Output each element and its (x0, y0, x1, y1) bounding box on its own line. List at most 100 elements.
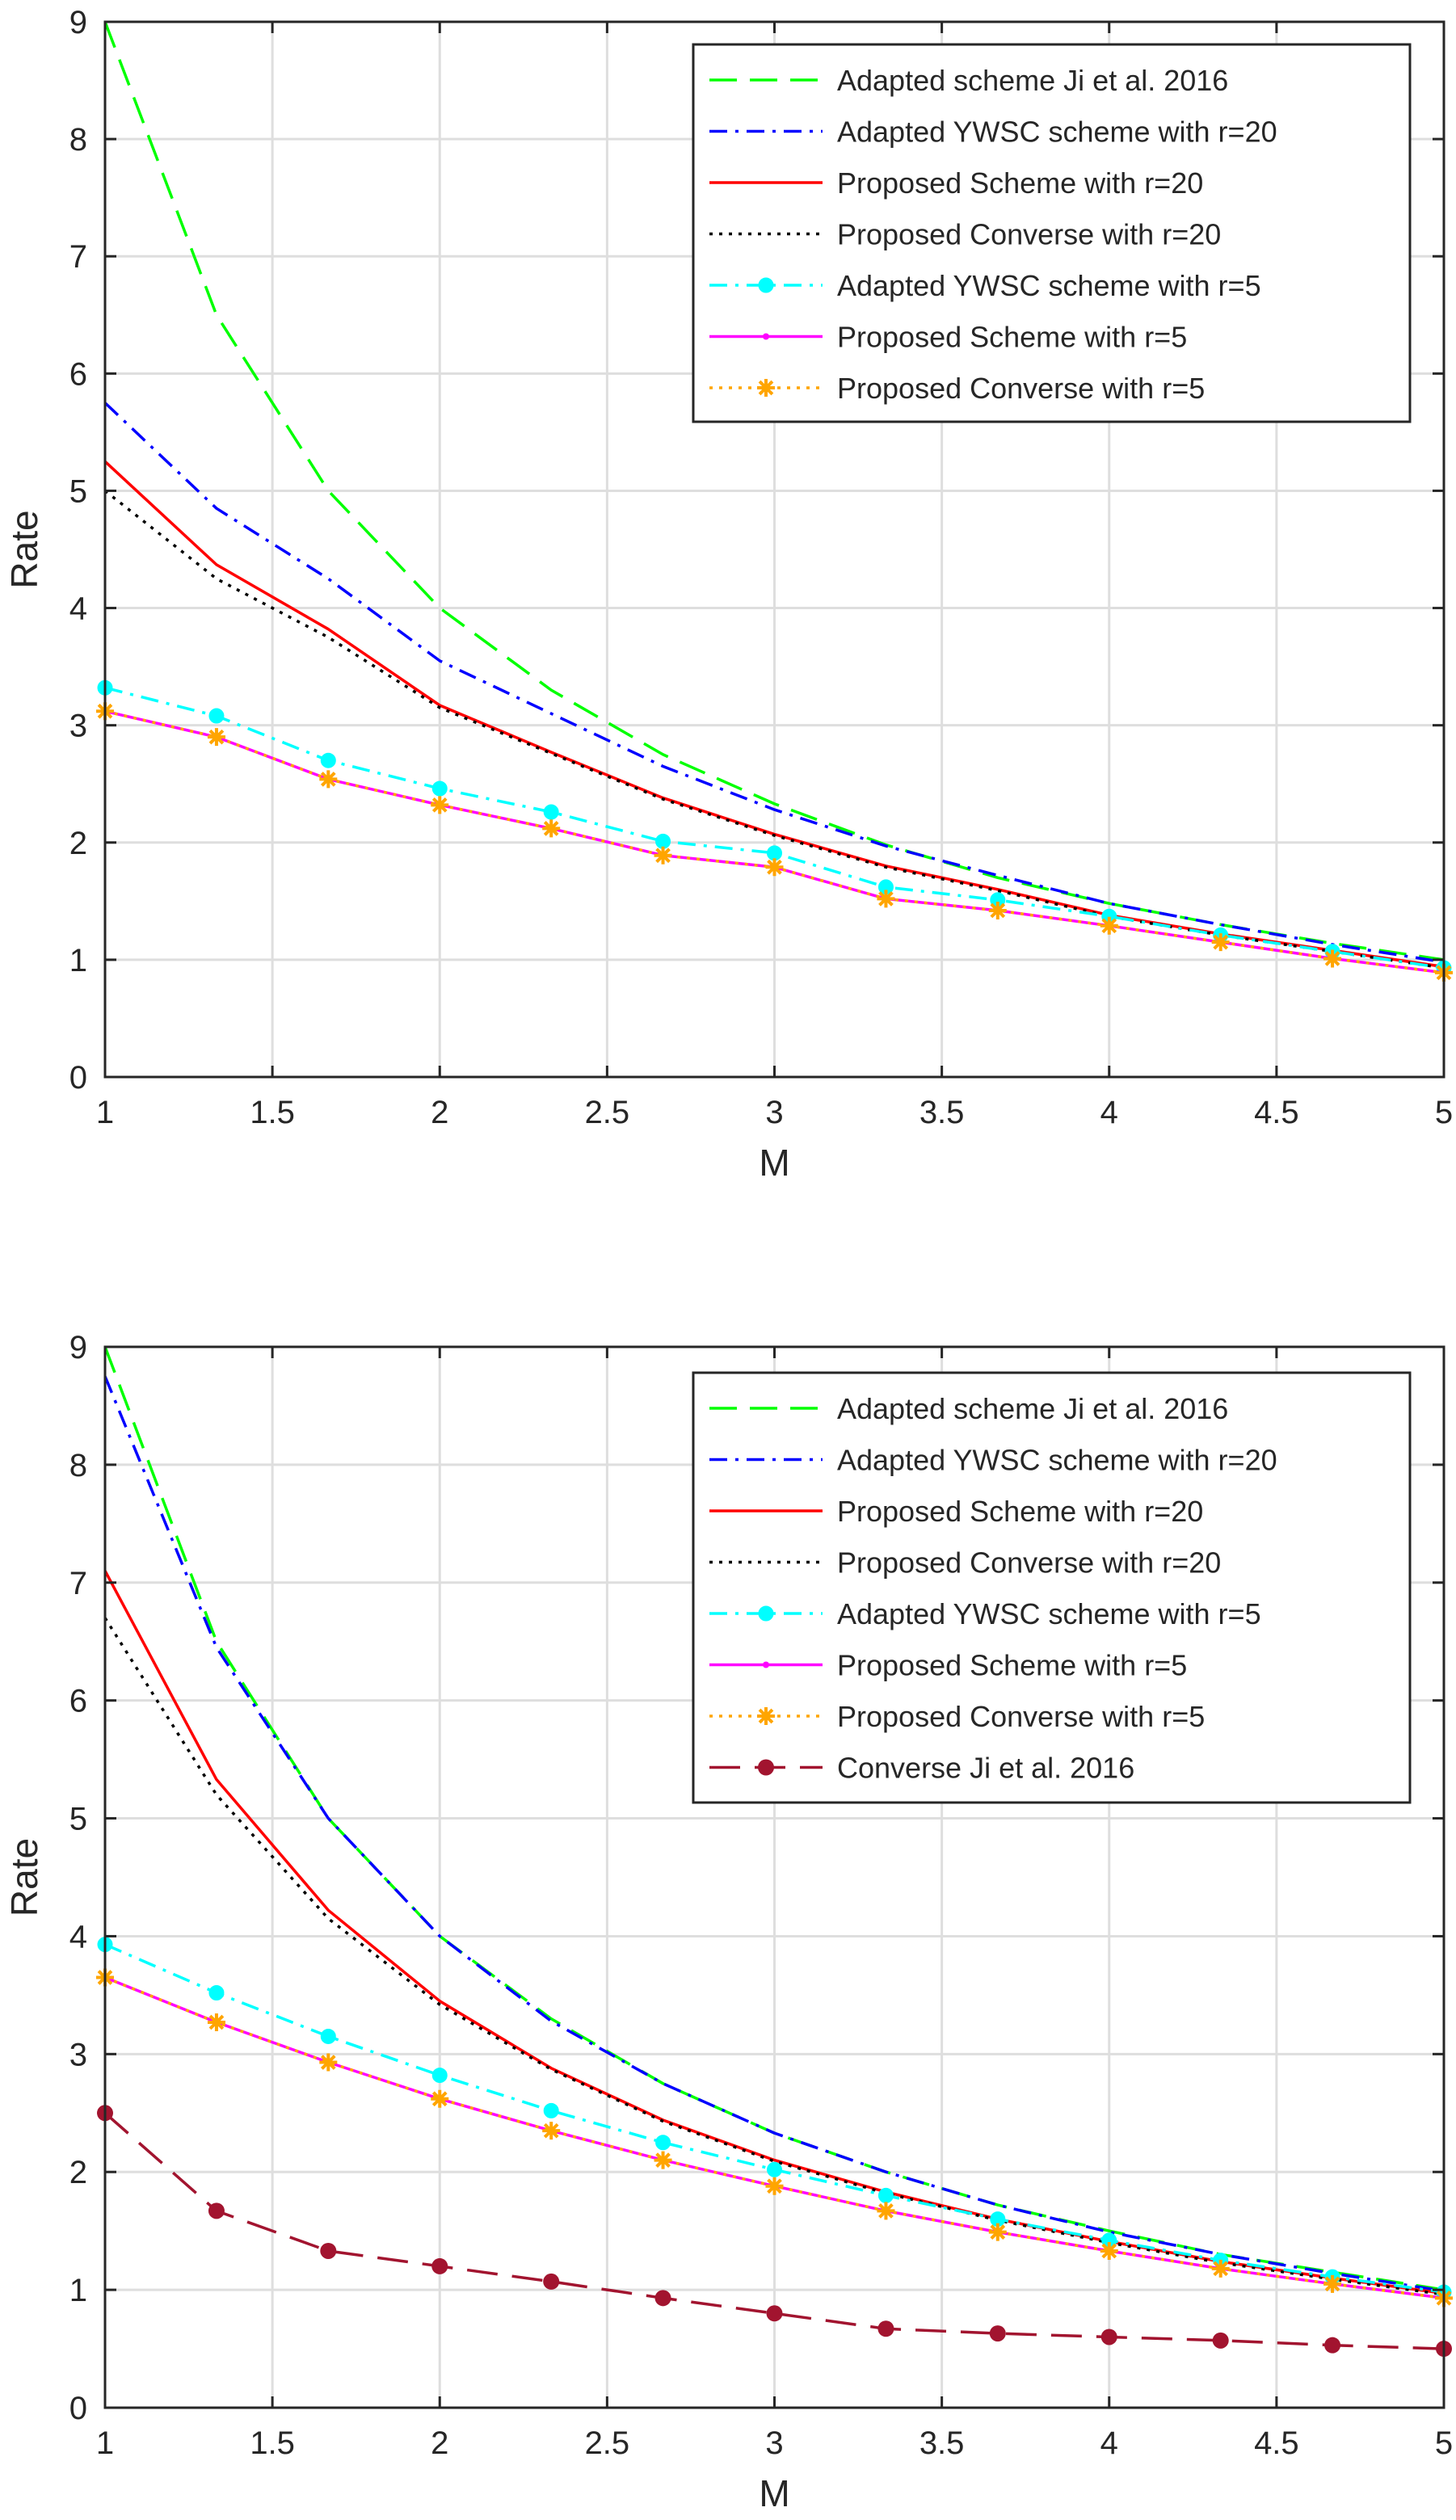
legend-item: Adapted scheme Ji et al. 2016 (709, 64, 1228, 97)
legend: Adapted scheme Ji et al. 2016 Adapted YWS… (692, 1371, 1412, 1804)
legend-box (692, 1371, 1412, 1804)
data-point (989, 2325, 1006, 2342)
legend: Adapted scheme Ji et al. 2016 Adapted YWS… (692, 43, 1412, 423)
y-tick-label: 2 (69, 826, 87, 861)
legend-marker (757, 1707, 775, 1725)
y-tick-label: 6 (69, 1684, 87, 1719)
data-point (877, 2187, 894, 2203)
data-point (1323, 949, 1342, 968)
legend-item: Proposed Converse with r=20 (709, 218, 1221, 251)
y-tick-label: 1 (69, 2273, 87, 2308)
data-point (877, 2202, 895, 2220)
y-tick-label: 3 (69, 2037, 87, 2072)
data-point (1323, 2274, 1342, 2293)
y-tick-label: 9 (69, 5, 87, 40)
y-tick-label: 8 (69, 122, 87, 158)
series-1 (103, 21, 1445, 961)
data-point (765, 2177, 784, 2195)
data-point (765, 858, 784, 877)
data-point (431, 796, 449, 814)
data-point (655, 2135, 671, 2151)
y-tick-label: 4 (69, 1919, 87, 1954)
x-tick-label: 4 (1100, 2425, 1118, 2461)
x-tick-label: 2 (431, 1095, 448, 1130)
legend-label: Proposed Converse with r=5 (837, 372, 1205, 405)
legend-item: Proposed Converse with r=5 (709, 1700, 1205, 1733)
data-point (320, 752, 336, 768)
data-point (431, 2089, 449, 2108)
x-tick-label: 3.5 (919, 1095, 965, 1130)
legend-item: Adapted YWSC scheme with r=20 (709, 116, 1277, 149)
x-axis-label: M (759, 2472, 789, 2514)
legend-item: Converse Ji et al. 2016 (709, 1752, 1134, 1785)
legend-label: Adapted YWSC scheme with r=20 (837, 1444, 1277, 1477)
legend-item: Adapted YWSC scheme with r=20 (709, 1444, 1277, 1477)
legend-label: Converse Ji et al. 2016 (837, 1752, 1134, 1785)
data-point (1100, 916, 1118, 935)
legend-item: Proposed Scheme with r=20 (709, 166, 1203, 200)
data-point (654, 2290, 671, 2307)
data-point (1100, 2329, 1117, 2345)
x-tick-label: 3.5 (919, 2425, 965, 2461)
y-tick-label: 8 (69, 1448, 87, 1483)
data-point (319, 770, 338, 789)
legend-item: Proposed Converse with r=20 (709, 1546, 1221, 1580)
y-tick-label: 5 (69, 1802, 87, 1837)
legend-label: Proposed Scheme with r=20 (837, 166, 1203, 200)
x-tick-label: 1.5 (250, 1095, 295, 1130)
y-axis-label: Rate (3, 1838, 45, 1916)
y-tick-label: 5 (69, 473, 87, 509)
legend-label: Adapted YWSC scheme with r=20 (837, 116, 1277, 149)
legend-label: Adapted YWSC scheme with r=5 (837, 1597, 1261, 1630)
x-tick-label: 3 (765, 1095, 783, 1130)
legend-label: Proposed Converse with r=20 (837, 1546, 1221, 1580)
data-point (655, 833, 671, 849)
data-point (1212, 2332, 1229, 2349)
data-point (543, 804, 559, 820)
data-point (208, 708, 225, 724)
data-point (654, 846, 672, 865)
data-point (542, 2122, 561, 2140)
x-tick-label: 1 (96, 1095, 114, 1130)
legend-item: Adapted YWSC scheme with r=5 (709, 1597, 1261, 1630)
legend-item: Adapted scheme Ji et al. 2016 (709, 1392, 1228, 1425)
x-tick-label: 5 (1435, 1095, 1453, 1130)
data-point (1324, 2337, 1341, 2354)
legend-item: Proposed Converse with r=5 (709, 372, 1205, 405)
legend-marker (763, 333, 769, 340)
x-tick-label: 2.5 (585, 2425, 630, 2461)
y-tick-label: 1 (69, 943, 87, 978)
y-tick-label: 4 (69, 591, 87, 627)
data-point (431, 2257, 448, 2274)
legend-item: Proposed Scheme with r=5 (709, 1649, 1187, 1682)
data-point (208, 1984, 225, 2000)
x-tick-label: 2 (431, 2425, 448, 2461)
data-point (543, 2102, 559, 2118)
legend-box (692, 43, 1412, 423)
data-point (766, 2305, 783, 2322)
x-tick-label: 4.5 (1254, 1095, 1299, 1130)
legend-marker (758, 1605, 774, 1622)
data-point (877, 2320, 894, 2337)
y-axis-label: Rate (3, 510, 45, 588)
data-point (654, 2151, 672, 2169)
legend-item: Proposed Scheme with r=5 (709, 321, 1187, 354)
legend-label: Proposed Converse with r=20 (837, 218, 1221, 251)
legend-marker (763, 1661, 769, 1668)
legend-label: Proposed Scheme with r=20 (837, 1495, 1203, 1528)
data-point (767, 845, 782, 861)
x-tick-label: 2.5 (585, 1095, 630, 1130)
data-point (767, 2161, 782, 2177)
legend-label: Proposed Scheme with r=5 (837, 1649, 1187, 1682)
series-line (103, 490, 1445, 970)
data-point (208, 2202, 225, 2219)
data-point (320, 2028, 336, 2044)
y-tick-label: 3 (69, 709, 87, 744)
legend-item: Adapted YWSC scheme with r=5 (709, 269, 1261, 302)
x-tick-label: 5 (1435, 2425, 1453, 2461)
legend-marker (758, 277, 774, 293)
y-tick-label: 7 (69, 1566, 87, 1601)
chart-2: 1 1.5 2 2.5 3 3.5 4 4.5 50123456789MRateAdapted … (3, 1330, 1453, 2514)
data-point (988, 2223, 1007, 2241)
